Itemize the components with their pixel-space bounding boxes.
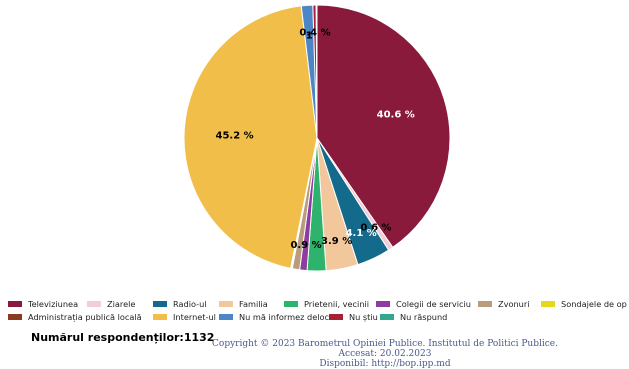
footer-accessed: Accesat: 20.02.2023 xyxy=(338,349,432,359)
legend-label: Sondajele de opinie xyxy=(561,298,627,309)
legend-label: Ziarele xyxy=(107,298,136,309)
pie-slice xyxy=(316,4,451,249)
legend-label: Nu răspund xyxy=(400,311,448,322)
slice-label: 0.4 % xyxy=(299,28,330,39)
pie-slice xyxy=(183,5,318,269)
slice-label: 1 xyxy=(306,31,313,42)
respondents-count: Numărul respondenților:1132 xyxy=(31,331,215,344)
legend-label: Nu mă informez deloc xyxy=(239,311,330,322)
legend-item-radio: Radio-ul xyxy=(153,299,219,309)
footer-copyright: Copyright © 2023 Barometrul Opiniei Publ… xyxy=(212,339,558,349)
slice-label: 45.2 % xyxy=(216,131,254,142)
slice-label: 0.9 % xyxy=(290,240,321,251)
legend-swatch xyxy=(8,313,22,320)
legend-item-zvonuri: Zvonuri xyxy=(478,299,541,309)
legend-item-familia: Familia xyxy=(219,299,284,309)
footer: Copyright © 2023 Barometrul Opiniei Publ… xyxy=(200,339,570,369)
legend-item-ziarele: Ziarele xyxy=(87,299,153,309)
legend-row-2: Administrația publică locală Internet-ul… xyxy=(8,310,629,323)
legend-item-internet: Internet-ul xyxy=(153,312,219,322)
legend-item-nu-stiu: Nu știu xyxy=(329,312,380,322)
legend-item-prietenii: Prietenii, vecinii xyxy=(284,299,376,309)
legend-label: Colegii de serviciu xyxy=(396,298,471,309)
legend-swatch xyxy=(284,300,298,307)
legend-label: Familia xyxy=(239,298,268,309)
legend-swatch xyxy=(219,300,233,307)
legend-swatch xyxy=(376,300,390,307)
legend-swatch xyxy=(329,313,343,320)
legend-item-administratia: Administrația publică locală xyxy=(8,312,153,322)
legend-swatch xyxy=(219,313,233,320)
legend-item-nu-ma-informez: Nu mă informez deloc xyxy=(219,312,329,322)
legend-item-colegii: Colegii de serviciu xyxy=(376,299,478,309)
legend-label: Administrația publică locală xyxy=(28,311,142,322)
legend-label: Internet-ul xyxy=(173,311,216,322)
pie-slice xyxy=(315,4,318,139)
footer-available: Disponibil: http://bop.ipp.md xyxy=(319,359,451,369)
legend-row-1: Televiziunea Ziarele Radio-ul Familia Pr… xyxy=(8,297,629,310)
legend-item-nu-raspund: Nu răspund xyxy=(380,312,460,322)
legend-label: Radio-ul xyxy=(173,298,207,309)
slice-label: 0.6 % xyxy=(360,223,391,234)
pie-chart: 40.6 % 0.6 %4.1 %3.9 %0.9 % 45.2 % 10.4 % xyxy=(183,4,451,272)
legend-swatch xyxy=(87,300,101,307)
legend-swatch xyxy=(541,300,555,307)
legend-label: Nu știu xyxy=(349,311,378,322)
legend-swatch xyxy=(153,313,167,320)
legend-label: Prietenii, vecinii xyxy=(304,298,370,309)
legend-swatch xyxy=(153,300,167,307)
legend-swatch xyxy=(380,313,394,320)
legend-label: Zvonuri xyxy=(498,298,530,309)
legend-swatch xyxy=(8,300,22,307)
legend-item-sondajele: Sondajele de opinie xyxy=(541,299,627,309)
legend-item-televiziunea: Televiziunea xyxy=(8,299,87,309)
slice-label: 4.1 % xyxy=(346,228,377,239)
slice-label: 40.6 % xyxy=(377,109,415,120)
legend-swatch xyxy=(478,300,492,307)
legend-label: Televiziunea xyxy=(28,298,79,309)
slice-label: 3.9 % xyxy=(321,236,352,247)
legend: Televiziunea Ziarele Radio-ul Familia Pr… xyxy=(8,297,629,323)
